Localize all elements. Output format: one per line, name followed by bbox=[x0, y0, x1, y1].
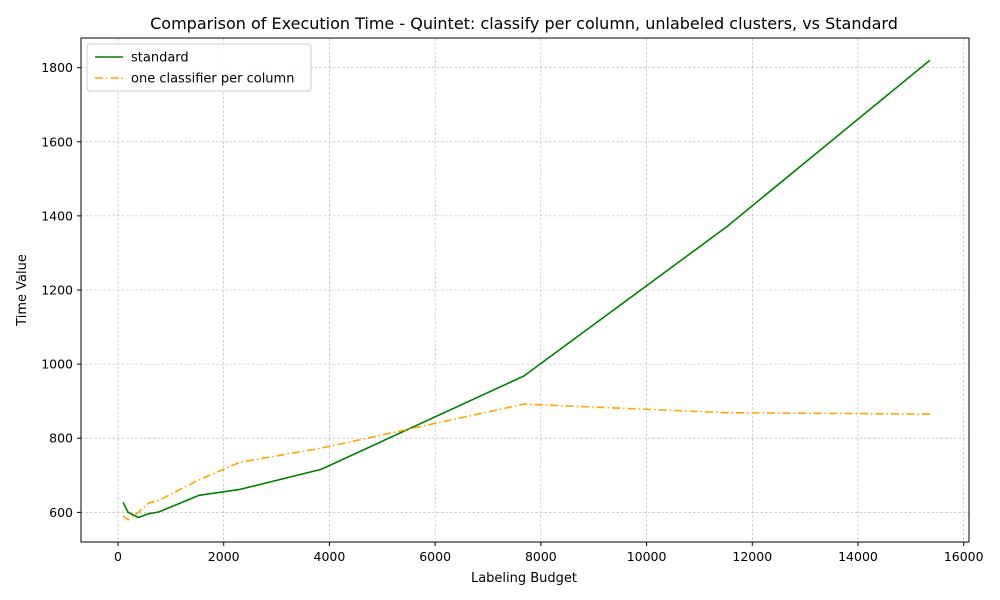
x-tick-label: 10000 bbox=[627, 549, 667, 564]
legend-entry: one classifier per column bbox=[131, 72, 294, 87]
x-tick-label: 0 bbox=[114, 549, 122, 564]
series-layer bbox=[122, 59, 931, 521]
y-tick-label: 1200 bbox=[41, 283, 73, 298]
y-tick-label: 1000 bbox=[41, 357, 73, 372]
x-tick-label: 12000 bbox=[732, 549, 772, 564]
plot-frame bbox=[80, 37, 970, 543]
grid-lines bbox=[81, 38, 969, 542]
x-tick-label: 2000 bbox=[208, 549, 240, 564]
x-tick-label: 16000 bbox=[944, 549, 984, 564]
y-tick-label: 1600 bbox=[41, 134, 73, 149]
y-tick-label: 1800 bbox=[41, 60, 73, 75]
x-axis-ticks: 0 2000 4000 6000 8000 10000 12000 14000 16000 bbox=[114, 542, 984, 564]
chart-title: Comparison of Execution Time - Quintet: … bbox=[150, 14, 898, 33]
x-tick-label: 14000 bbox=[838, 549, 878, 564]
y-tick-label: 800 bbox=[49, 431, 73, 446]
legend-entry: standard bbox=[131, 51, 189, 66]
x-axis-label: Labeling Budget bbox=[471, 571, 577, 586]
series-line-standard bbox=[122, 59, 931, 519]
legend-box bbox=[86, 43, 312, 92]
y-tick-label: 1400 bbox=[41, 208, 73, 223]
series-line-one-classifier-per-column bbox=[122, 403, 930, 521]
y-axis-label: Time Value bbox=[15, 254, 30, 327]
y-tick-label: 600 bbox=[49, 505, 73, 520]
legend: standard one classifier per column bbox=[86, 43, 312, 92]
y-axis-ticks: 600 800 1000 1200 1400 1600 1800 bbox=[41, 60, 81, 520]
x-tick-label: 4000 bbox=[314, 549, 346, 564]
x-tick-label: 6000 bbox=[419, 549, 451, 564]
x-tick-label: 8000 bbox=[525, 549, 557, 564]
